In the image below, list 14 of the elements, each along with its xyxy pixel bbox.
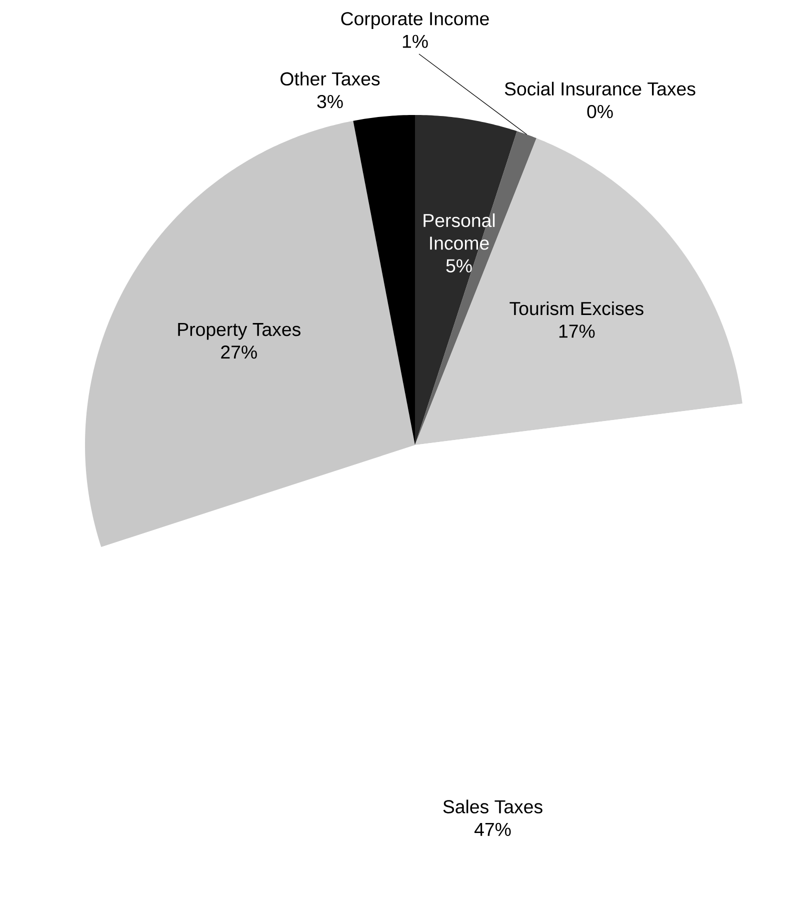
data-label: 47%: [474, 822, 511, 836]
slice-label: Tourism Excises: [510, 301, 644, 316]
slice-label: Personal Income: [424, 213, 495, 250]
slice-label: Corporate Income: [341, 12, 489, 29]
data-label: 27%: [221, 345, 257, 359]
data-label: 1%: [402, 34, 428, 48]
data-label: 3%: [317, 94, 343, 108]
data-label: 5%: [446, 259, 472, 272]
slice-label: Sales Taxes: [443, 800, 542, 814]
category-label: Social Insurance Taxes: [504, 82, 696, 96]
data-label: 17%: [559, 324, 595, 338]
text: 0%: [587, 104, 613, 118]
slice-label: Property Taxes: [178, 323, 300, 340]
slice-label: Other Taxes: [280, 72, 380, 86]
